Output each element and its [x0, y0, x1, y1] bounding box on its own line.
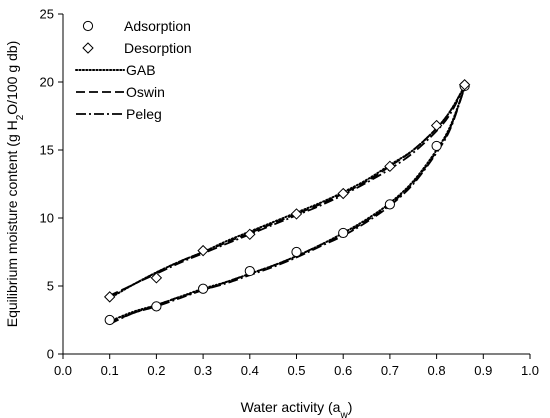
x-axis-title-main: Water activity (a: [241, 399, 341, 415]
legend-item-peleg: Peleg: [76, 106, 162, 122]
gab-curve: [108, 86, 466, 323]
adsorption-point: [151, 301, 162, 312]
legend-item-adsorption: Adsorption: [82, 18, 191, 34]
y-tick-label: 10: [40, 211, 54, 226]
x-axis-title-end: ): [348, 399, 353, 415]
legend-label: Oswin: [126, 84, 165, 100]
legend-label: GAB: [126, 62, 156, 78]
y-ticks: 0 5 10 15 20 25: [40, 7, 63, 362]
x-tick-label: 0.9: [474, 363, 492, 378]
legend-item-oswin: Oswin: [76, 84, 165, 100]
desorption-point: [337, 187, 349, 200]
desorption-point: [458, 79, 471, 91]
adsorption-point: [431, 140, 442, 152]
legend-item-desorption: Desorption: [82, 40, 192, 56]
desorption-point: [244, 228, 256, 241]
legend-label: Peleg: [126, 106, 162, 122]
desorption-point: [150, 272, 163, 284]
x-tick-label: 0.3: [194, 363, 212, 378]
x-tick-label: 0.2: [147, 363, 165, 378]
x-tick-label: 0.5: [287, 363, 305, 378]
desorption-point: [290, 208, 303, 220]
x-axis-title: Water activity (aw): [241, 399, 353, 418]
desorption-point: [103, 291, 116, 303]
x-tick-label: 0.7: [381, 363, 399, 378]
gab-curve: [108, 85, 466, 300]
legend-diamond-symbol: [82, 42, 94, 54]
y-axis-title-end: O/100 g db): [4, 41, 20, 115]
legend-label: Desorption: [124, 40, 192, 56]
desorption-point: [197, 244, 209, 257]
legend-circle-symbol: [82, 20, 94, 32]
peleg-curve: [109, 85, 466, 298]
oswin-curve: [109, 87, 466, 324]
adsorption-point: [104, 314, 115, 326]
y-tick-label: 20: [40, 75, 54, 90]
adsorption-point: [198, 283, 209, 294]
x-tick-label: 0.4: [241, 363, 259, 378]
adsorption-point: [291, 246, 302, 258]
adsorption-point: [338, 227, 349, 239]
y-axis-title-main: Equilibrium moisture content (g H: [4, 120, 20, 327]
x-tick-label: 0.0: [54, 363, 72, 378]
y-tick-label: 5: [47, 279, 54, 294]
x-axis-title-subscript: w: [339, 410, 348, 418]
x-ticks: 0.0 0.1 0.2 0.3 0.4 0.5 0.6 0.7 0.8 0.9 1.0: [54, 354, 539, 378]
oswin-curve: [109, 85, 466, 297]
adsorption-point: [384, 199, 395, 210]
x-tick-label: 0.6: [334, 363, 352, 378]
data-markers: [103, 79, 471, 326]
y-tick-label: 15: [40, 143, 54, 158]
y-tick-label: 25: [40, 7, 54, 22]
fitted-curves: [108, 85, 466, 325]
desorption-point: [384, 160, 396, 173]
y-tick-label: 0: [47, 347, 54, 362]
x-tick-label: 0.8: [428, 363, 446, 378]
adsorption-point: [244, 265, 255, 277]
peleg-curve: [109, 87, 466, 325]
legend-item-gab: GAB: [75, 62, 156, 78]
y-axis-title: Equilibrium moisture content (g H2O/100 …: [4, 41, 26, 327]
legend: Adsorption Desorption GAB Oswin Peleg: [75, 18, 192, 122]
x-tick-label: 0.1: [101, 363, 119, 378]
x-tick-label: 1.0: [521, 363, 539, 378]
y-axis-title-subscript: 2: [15, 114, 26, 120]
desorption-point: [430, 119, 443, 132]
legend-label: Adsorption: [124, 18, 191, 34]
